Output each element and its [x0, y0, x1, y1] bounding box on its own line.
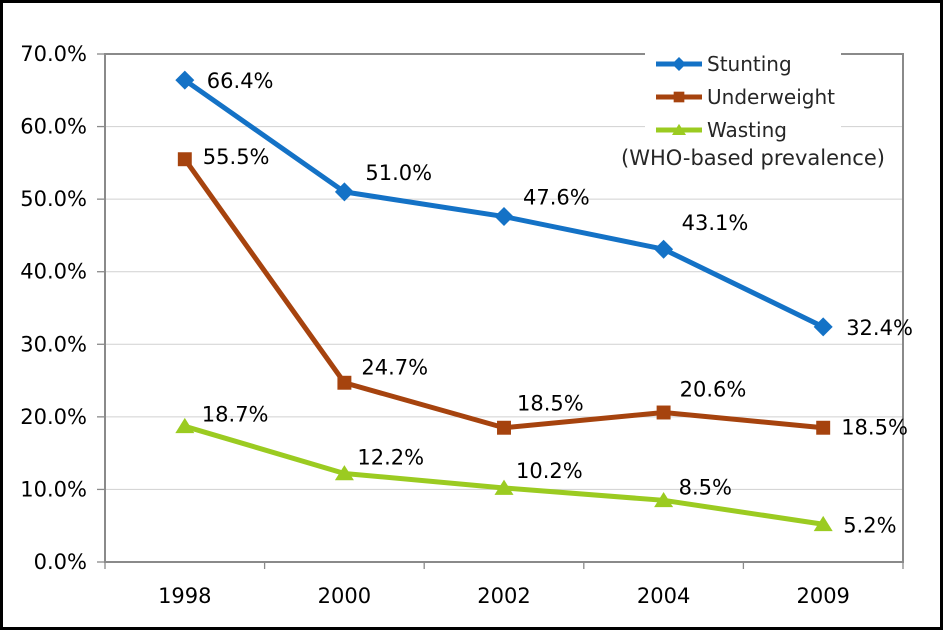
data-point-label-wasting: 12.2%	[357, 445, 424, 469]
data-point-marker-stunting	[334, 182, 354, 202]
legend-marker-underweight	[673, 91, 685, 103]
data-point-marker-underweight	[816, 420, 831, 435]
legend-label-wasting: Wasting	[707, 118, 787, 142]
x-axis-label: 2000	[318, 584, 371, 608]
y-axis-label: 10.0%	[20, 477, 87, 501]
x-axis-label: 2004	[637, 584, 690, 608]
y-axis-label: 50.0%	[20, 187, 87, 211]
data-point-marker-stunting	[175, 70, 195, 90]
legend-note: (WHO-based prevalence)	[621, 146, 885, 170]
data-point-label-wasting: 10.2%	[516, 459, 583, 483]
data-point-label-stunting: 47.6%	[523, 186, 590, 210]
legend-label-stunting: Stunting	[707, 52, 792, 76]
data-point-label-underweight: 18.5%	[841, 416, 908, 440]
data-point-marker-stunting	[494, 207, 514, 227]
legend-marker-wasting	[672, 123, 686, 136]
data-point-marker-wasting	[175, 417, 195, 434]
data-point-label-wasting: 8.5%	[679, 475, 732, 499]
data-point-marker-underweight	[656, 405, 671, 420]
y-axis-label: 30.0%	[20, 332, 87, 356]
data-point-label-wasting: 5.2%	[843, 513, 896, 537]
data-point-label-stunting: 32.4%	[846, 316, 913, 340]
y-axis-label: 70.0%	[20, 42, 87, 66]
data-point-marker-wasting	[494, 479, 514, 495]
data-point-label-underweight: 24.7%	[361, 356, 428, 380]
y-axis-label: 40.0%	[20, 260, 87, 284]
data-point-marker-stunting	[813, 317, 833, 337]
plot-border	[104, 53, 904, 563]
data-point-label-stunting: 66.4%	[207, 69, 274, 93]
data-point-label-stunting: 51.0%	[365, 161, 432, 185]
legend-marker-stunting	[672, 57, 686, 71]
data-point-label-underweight: 55.5%	[203, 145, 270, 169]
data-point-marker-underweight	[177, 152, 192, 167]
data-point-marker-wasting	[813, 515, 833, 532]
y-axis-label: 60.0%	[20, 115, 87, 139]
x-axis-label: 1998	[158, 584, 211, 608]
data-point-marker-stunting	[654, 239, 674, 259]
data-point-label-stunting: 43.1%	[682, 211, 749, 235]
data-point-label-underweight: 20.6%	[680, 378, 747, 402]
data-point-marker-underweight	[337, 375, 352, 390]
x-axis-label: 2009	[796, 584, 849, 608]
legend-label-underweight: Underweight	[707, 85, 835, 109]
prevalence-line-chart: 0.0% 10.0% 20.0% 30.0% 40.0% 50.0% 60.0% 70.0% 1…	[3, 3, 940, 627]
data-point-marker-wasting	[654, 491, 674, 508]
x-axis-label: 2002	[477, 584, 530, 608]
data-point-marker-wasting	[334, 465, 354, 481]
y-axis-label: 20.0%	[20, 405, 87, 429]
data-point-label-underweight: 18.5%	[517, 392, 584, 416]
data-point-marker-underweight	[497, 420, 511, 435]
y-axis-label: 0.0%	[34, 550, 87, 574]
data-point-label-wasting: 18.7%	[202, 402, 269, 426]
